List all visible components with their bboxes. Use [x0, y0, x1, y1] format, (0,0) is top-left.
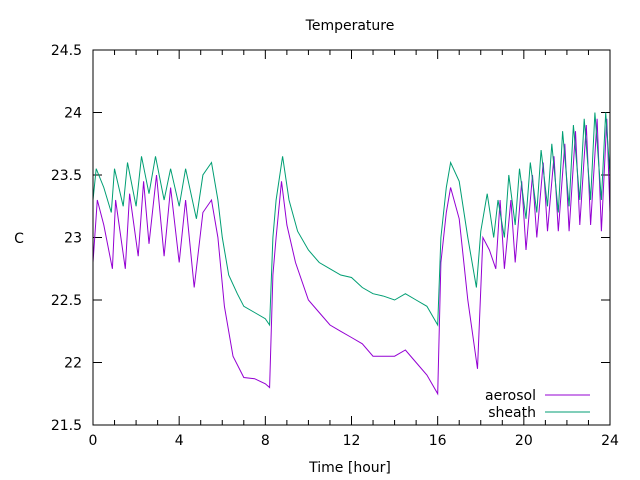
y-tick-label: 22	[64, 356, 82, 372]
y-tick-label: 24	[64, 106, 82, 122]
y-tick-label: 23	[64, 231, 82, 247]
chart-title: Temperature	[305, 18, 395, 34]
y-tick-label: 24.5	[51, 43, 82, 59]
x-tick-label: 20	[515, 433, 533, 449]
x-tick-label: 0	[89, 433, 98, 449]
y-tick-label: 22.5	[51, 293, 82, 309]
axis-ticks: 0 4 8 12 16 20 24 21.5 22 22.5 23 23.5 24 24.5	[51, 43, 619, 449]
series-line-aerosol	[92, 118, 611, 396]
plot-border	[92, 49, 611, 426]
legend: aerosol sheath	[485, 388, 590, 421]
x-axis-label: Time [hour]	[308, 460, 391, 476]
series-lines	[92, 112, 611, 396]
y-tick-label: 23.5	[51, 168, 82, 184]
x-tick-label: 4	[175, 433, 184, 449]
x-tick-label: 24	[601, 433, 619, 449]
x-tick-label: 12	[343, 433, 361, 449]
y-tick-label: 21.5	[51, 418, 82, 434]
legend-label-sheath: sheath	[488, 405, 536, 421]
y-axis-label: C	[14, 231, 24, 247]
x-tick-label: 8	[261, 433, 270, 449]
series-line-sheath	[92, 112, 611, 327]
legend-label-aerosol: aerosol	[485, 388, 536, 404]
x-tick-label: 16	[429, 433, 447, 449]
